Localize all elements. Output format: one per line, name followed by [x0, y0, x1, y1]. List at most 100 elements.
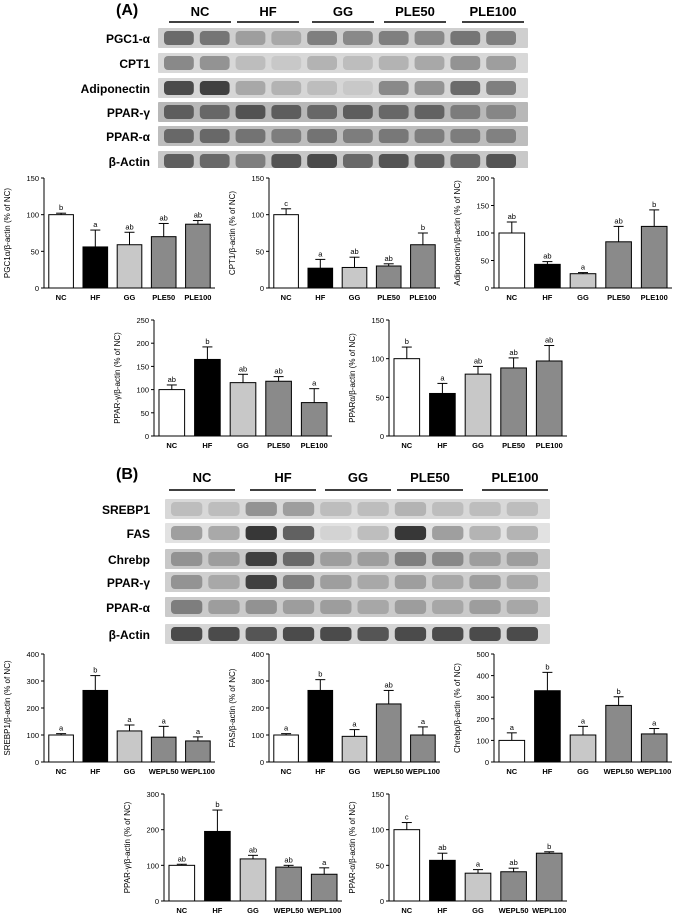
blot-band [469, 552, 501, 566]
y-tick-label: 400 [251, 650, 264, 659]
x-tick-label: NC [166, 441, 177, 450]
blot-band [245, 627, 277, 641]
blot-band [164, 81, 194, 95]
blot-band [307, 154, 337, 168]
y-tick-label: 400 [476, 672, 489, 681]
blot-band [164, 56, 194, 70]
blot-band [164, 105, 194, 119]
blot-band [307, 105, 337, 119]
y-tick-label: 100 [146, 861, 159, 870]
panel-a-blot: (A) NC HF GG PLE50 PLE100 PGC1-α CPT1 Adiponect… [0, 0, 682, 168]
significance-letter: ab [274, 367, 282, 376]
lane-label: HF [259, 4, 276, 19]
blot-band [208, 575, 240, 589]
blot-band [282, 600, 315, 614]
blot-band [320, 526, 352, 540]
significance-letter: ab [385, 254, 393, 263]
y-tick-label: 0 [260, 758, 264, 767]
blot-band [199, 154, 230, 168]
blot-band [394, 600, 427, 614]
x-tick-label: PLE100 [184, 293, 211, 302]
x-tick-label: HF [202, 441, 212, 450]
blot-band [378, 81, 409, 95]
significance-letter: b [545, 662, 549, 671]
bar [605, 241, 632, 289]
x-tick-label: WEPL100 [406, 767, 440, 776]
bar [534, 263, 561, 289]
y-axis-label: CPT1/β-actin (% of NC) [228, 191, 237, 276]
x-tick-label: GG [472, 441, 484, 450]
x-tick-label: PLE50 [502, 441, 525, 450]
significance-letter: ab [249, 845, 257, 854]
blot-band [394, 552, 427, 566]
blot-band [235, 154, 266, 168]
blot-band [199, 81, 230, 95]
bar [498, 232, 526, 289]
significance-letter: a [476, 860, 481, 869]
blot-band [394, 502, 427, 516]
blot-band [432, 552, 464, 566]
blot-band [486, 129, 516, 143]
blot-band [469, 600, 501, 614]
blot-band [235, 56, 266, 70]
y-tick-label: 0 [35, 758, 39, 767]
bar [535, 360, 563, 437]
significance-letter: ab [509, 348, 517, 357]
blot-band [320, 575, 352, 589]
blot-band [486, 31, 516, 45]
blot-band [235, 105, 266, 119]
bar [464, 872, 492, 902]
bar [375, 265, 402, 289]
significance-letter: a [352, 720, 357, 729]
blot-band [282, 526, 315, 540]
blot-band [432, 575, 464, 589]
x-tick-label: WEPL100 [307, 906, 341, 915]
y-tick-label: 100 [476, 229, 489, 238]
protein-label: PPAR-α [106, 130, 150, 144]
chart-cpt1: CPT1/β-actin (% of NC) 0 50 100 150 c NC a HF ab G… [228, 174, 440, 302]
blot-band [469, 502, 501, 516]
significance-letter: ab [614, 216, 622, 225]
bar [307, 689, 334, 763]
x-tick-label: HF [437, 441, 447, 450]
blot-band [357, 526, 389, 540]
x-tick-label: GG [237, 441, 249, 450]
bar [500, 871, 527, 902]
blot-band [307, 129, 337, 143]
blot-band [164, 129, 194, 143]
y-tick-label: 0 [485, 758, 489, 767]
blot-band [486, 81, 516, 95]
significance-letter: b [652, 200, 656, 209]
x-tick-label: GG [247, 906, 259, 915]
bar [640, 225, 668, 289]
x-tick-label: PLE100 [536, 441, 563, 450]
x-tick-label: WEPL50 [374, 767, 404, 776]
lane-label: GG [348, 470, 368, 485]
significance-letter: b [215, 800, 219, 809]
blot-band [469, 575, 501, 589]
bar [273, 214, 299, 289]
blot-band [343, 154, 373, 168]
lane-label: GG [333, 4, 353, 19]
chart-chrebp: Chrebp/β-actin (% of NC) 0 100 200 300 400 500… [453, 650, 672, 776]
blot-band [245, 575, 277, 589]
bar [168, 864, 196, 902]
blot-band [414, 129, 445, 143]
protein-label: Adiponectin [81, 82, 150, 96]
blot-band [506, 600, 538, 614]
blot-band [320, 600, 352, 614]
lane-label: HF [274, 470, 291, 485]
y-axis-label: Chrebp/β-actin (% of NC) [453, 663, 462, 753]
x-tick-label: GG [349, 767, 361, 776]
bar [310, 873, 338, 902]
protein-label: β-Actin [109, 628, 150, 642]
bar [116, 730, 143, 763]
y-tick-label: 150 [476, 202, 489, 211]
blot-band [394, 575, 427, 589]
bar [48, 214, 74, 289]
y-tick-label: 50 [481, 257, 489, 266]
significance-letter: ab [350, 247, 358, 256]
x-tick-label: HF [542, 293, 552, 302]
bar [464, 373, 492, 437]
significance-letter: b [421, 223, 425, 232]
